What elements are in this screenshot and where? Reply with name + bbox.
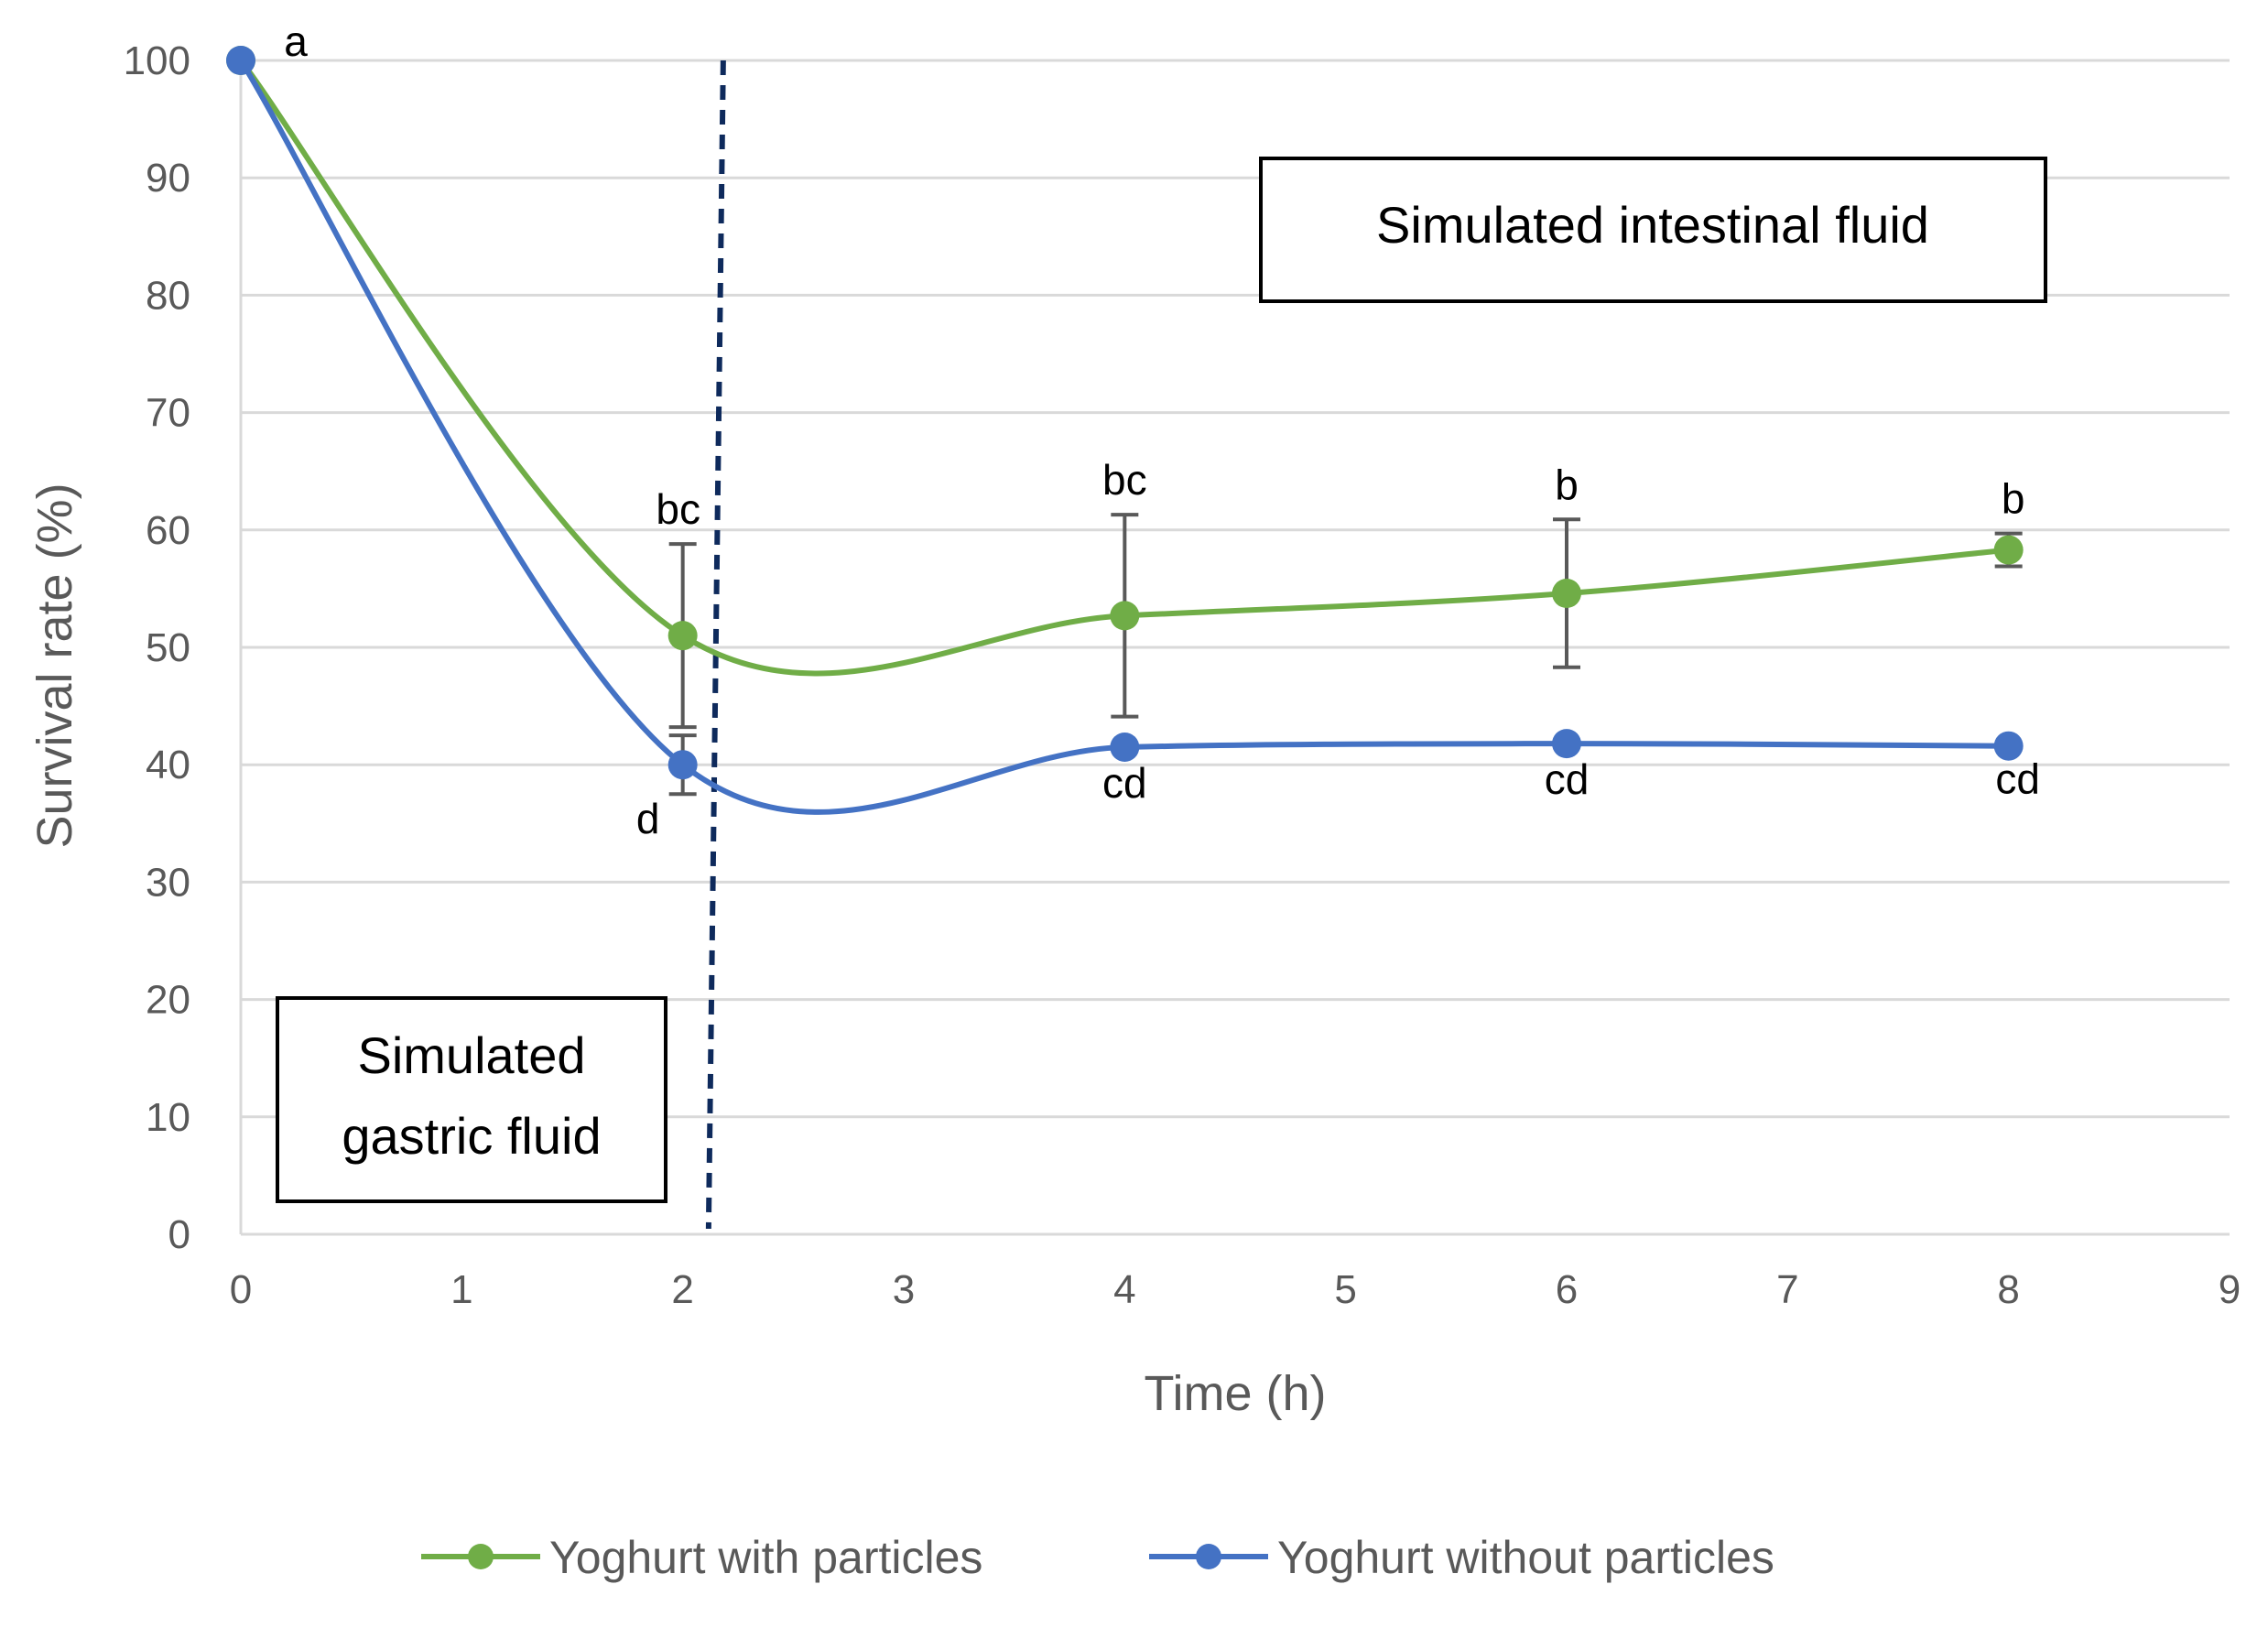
x-tick-label: 4 (1113, 1267, 1135, 1312)
legend-label: Yoghurt with particles (549, 1532, 982, 1583)
annotations: Simulated intestinal fluid Simulated gastr… (276, 60, 2047, 1230)
y-tick-label: 60 (146, 508, 190, 553)
y-tick-label: 40 (146, 743, 190, 787)
series-with-particles (226, 46, 2024, 730)
x-tick-label: 5 (1334, 1267, 1356, 1312)
y-tick-label: 80 (146, 273, 190, 318)
y-tick-label: 100 (124, 38, 190, 83)
x-tick-label: 6 (1556, 1267, 1578, 1312)
legend-marker (468, 1544, 494, 1569)
y-tick-label: 70 (146, 391, 190, 436)
x-tick-label: 2 (671, 1267, 693, 1312)
significance-letter: a (284, 17, 308, 65)
gastric-fluid-label-line1: Simulated (357, 1026, 585, 1084)
y-tick-label: 10 (146, 1095, 190, 1140)
x-axis-title: Time (h) (1145, 1366, 1327, 1421)
x-tick-label: 3 (893, 1267, 915, 1312)
legend-label: Yoghurt without particles (1277, 1532, 1774, 1583)
x-tick-label: 7 (1776, 1267, 1798, 1312)
x-tick-label: 1 (450, 1267, 472, 1312)
y-tick-label: 0 (168, 1212, 190, 1257)
gastric-fluid-label-line2: gastric fluid (342, 1107, 601, 1165)
significance-letter: cd (1102, 759, 1147, 807)
legend-marker (1196, 1544, 1221, 1569)
phase-divider-line (705, 60, 726, 1230)
axes: 0 10 20 30 40 50 60 70 80 90 100 0 1 2 3 4 5 6 7 8 9 Time (h)… (27, 38, 2241, 1421)
series-without-particles (226, 46, 2024, 815)
series (226, 46, 2024, 815)
intestinal-fluid-label: Simulated intestinal fluid (1376, 196, 1929, 254)
legend: Yoghurt with particles Yoghurt without pa… (421, 1532, 1774, 1583)
y-axis-title: Survival rate (%) (27, 483, 82, 848)
y-tick-label: 20 (146, 978, 190, 1023)
data-point[interactable] (667, 621, 698, 651)
y-tick-label: 50 (146, 625, 190, 670)
x-tick-label: 9 (2219, 1267, 2241, 1312)
data-point[interactable] (1993, 731, 2024, 761)
series-line-without-particles (238, 59, 2009, 815)
data-point[interactable] (1993, 535, 2024, 565)
y-tick-label: 90 (146, 156, 190, 201)
data-point[interactable] (667, 750, 698, 780)
intestinal-fluid-box (1259, 157, 2047, 303)
significance-letter: cd (1995, 755, 2040, 803)
significance-letter: cd (1545, 755, 1590, 803)
y-tick-label: 30 (146, 860, 190, 905)
significance-letter: bc (1102, 456, 1147, 504)
data-point[interactable] (226, 46, 255, 75)
significance-letter: d (636, 795, 660, 842)
data-point[interactable] (1110, 601, 1140, 631)
significance-letter: b (1555, 461, 1579, 508)
gastric-fluid-box (276, 996, 667, 1203)
x-tick-label: 0 (230, 1267, 252, 1312)
data-point[interactable] (1552, 729, 1581, 759)
x-tick-label: 8 (1997, 1267, 2019, 1312)
data-point[interactable] (1552, 579, 1581, 609)
data-point[interactable] (1110, 732, 1140, 762)
significance-letter: bc (656, 485, 700, 533)
legend-item-with-particles[interactable]: Yoghurt with particles (421, 1532, 982, 1583)
legend-item-without-particles[interactable]: Yoghurt without particles (1149, 1532, 1774, 1583)
significance-labels: a bc bc b b d cd cd cd (284, 17, 2040, 842)
significance-letter: b (2002, 475, 2025, 523)
series-line-with-particles (238, 59, 2009, 677)
